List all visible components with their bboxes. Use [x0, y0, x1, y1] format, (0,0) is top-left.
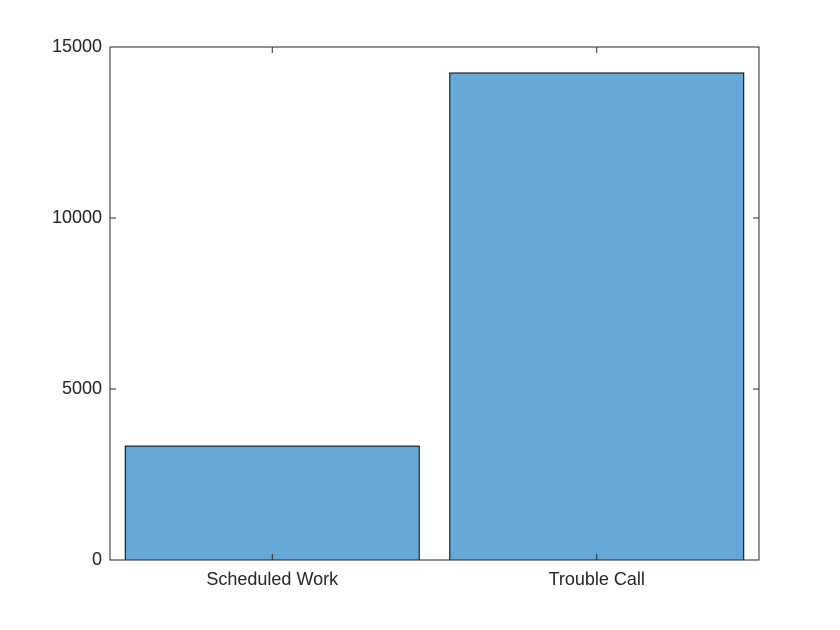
x-tick-label: Scheduled Work: [206, 569, 339, 589]
bar: [124, 445, 420, 561]
y-tick-label: 5000: [62, 378, 102, 398]
axes-box: [109, 46, 760, 561]
y-tick-label: 15000: [52, 36, 102, 56]
x-tick-label: Trouble Call: [549, 569, 645, 589]
y-tick-label: 10000: [52, 207, 102, 227]
bar: [449, 72, 745, 561]
y-tick-label: 0: [92, 549, 102, 569]
